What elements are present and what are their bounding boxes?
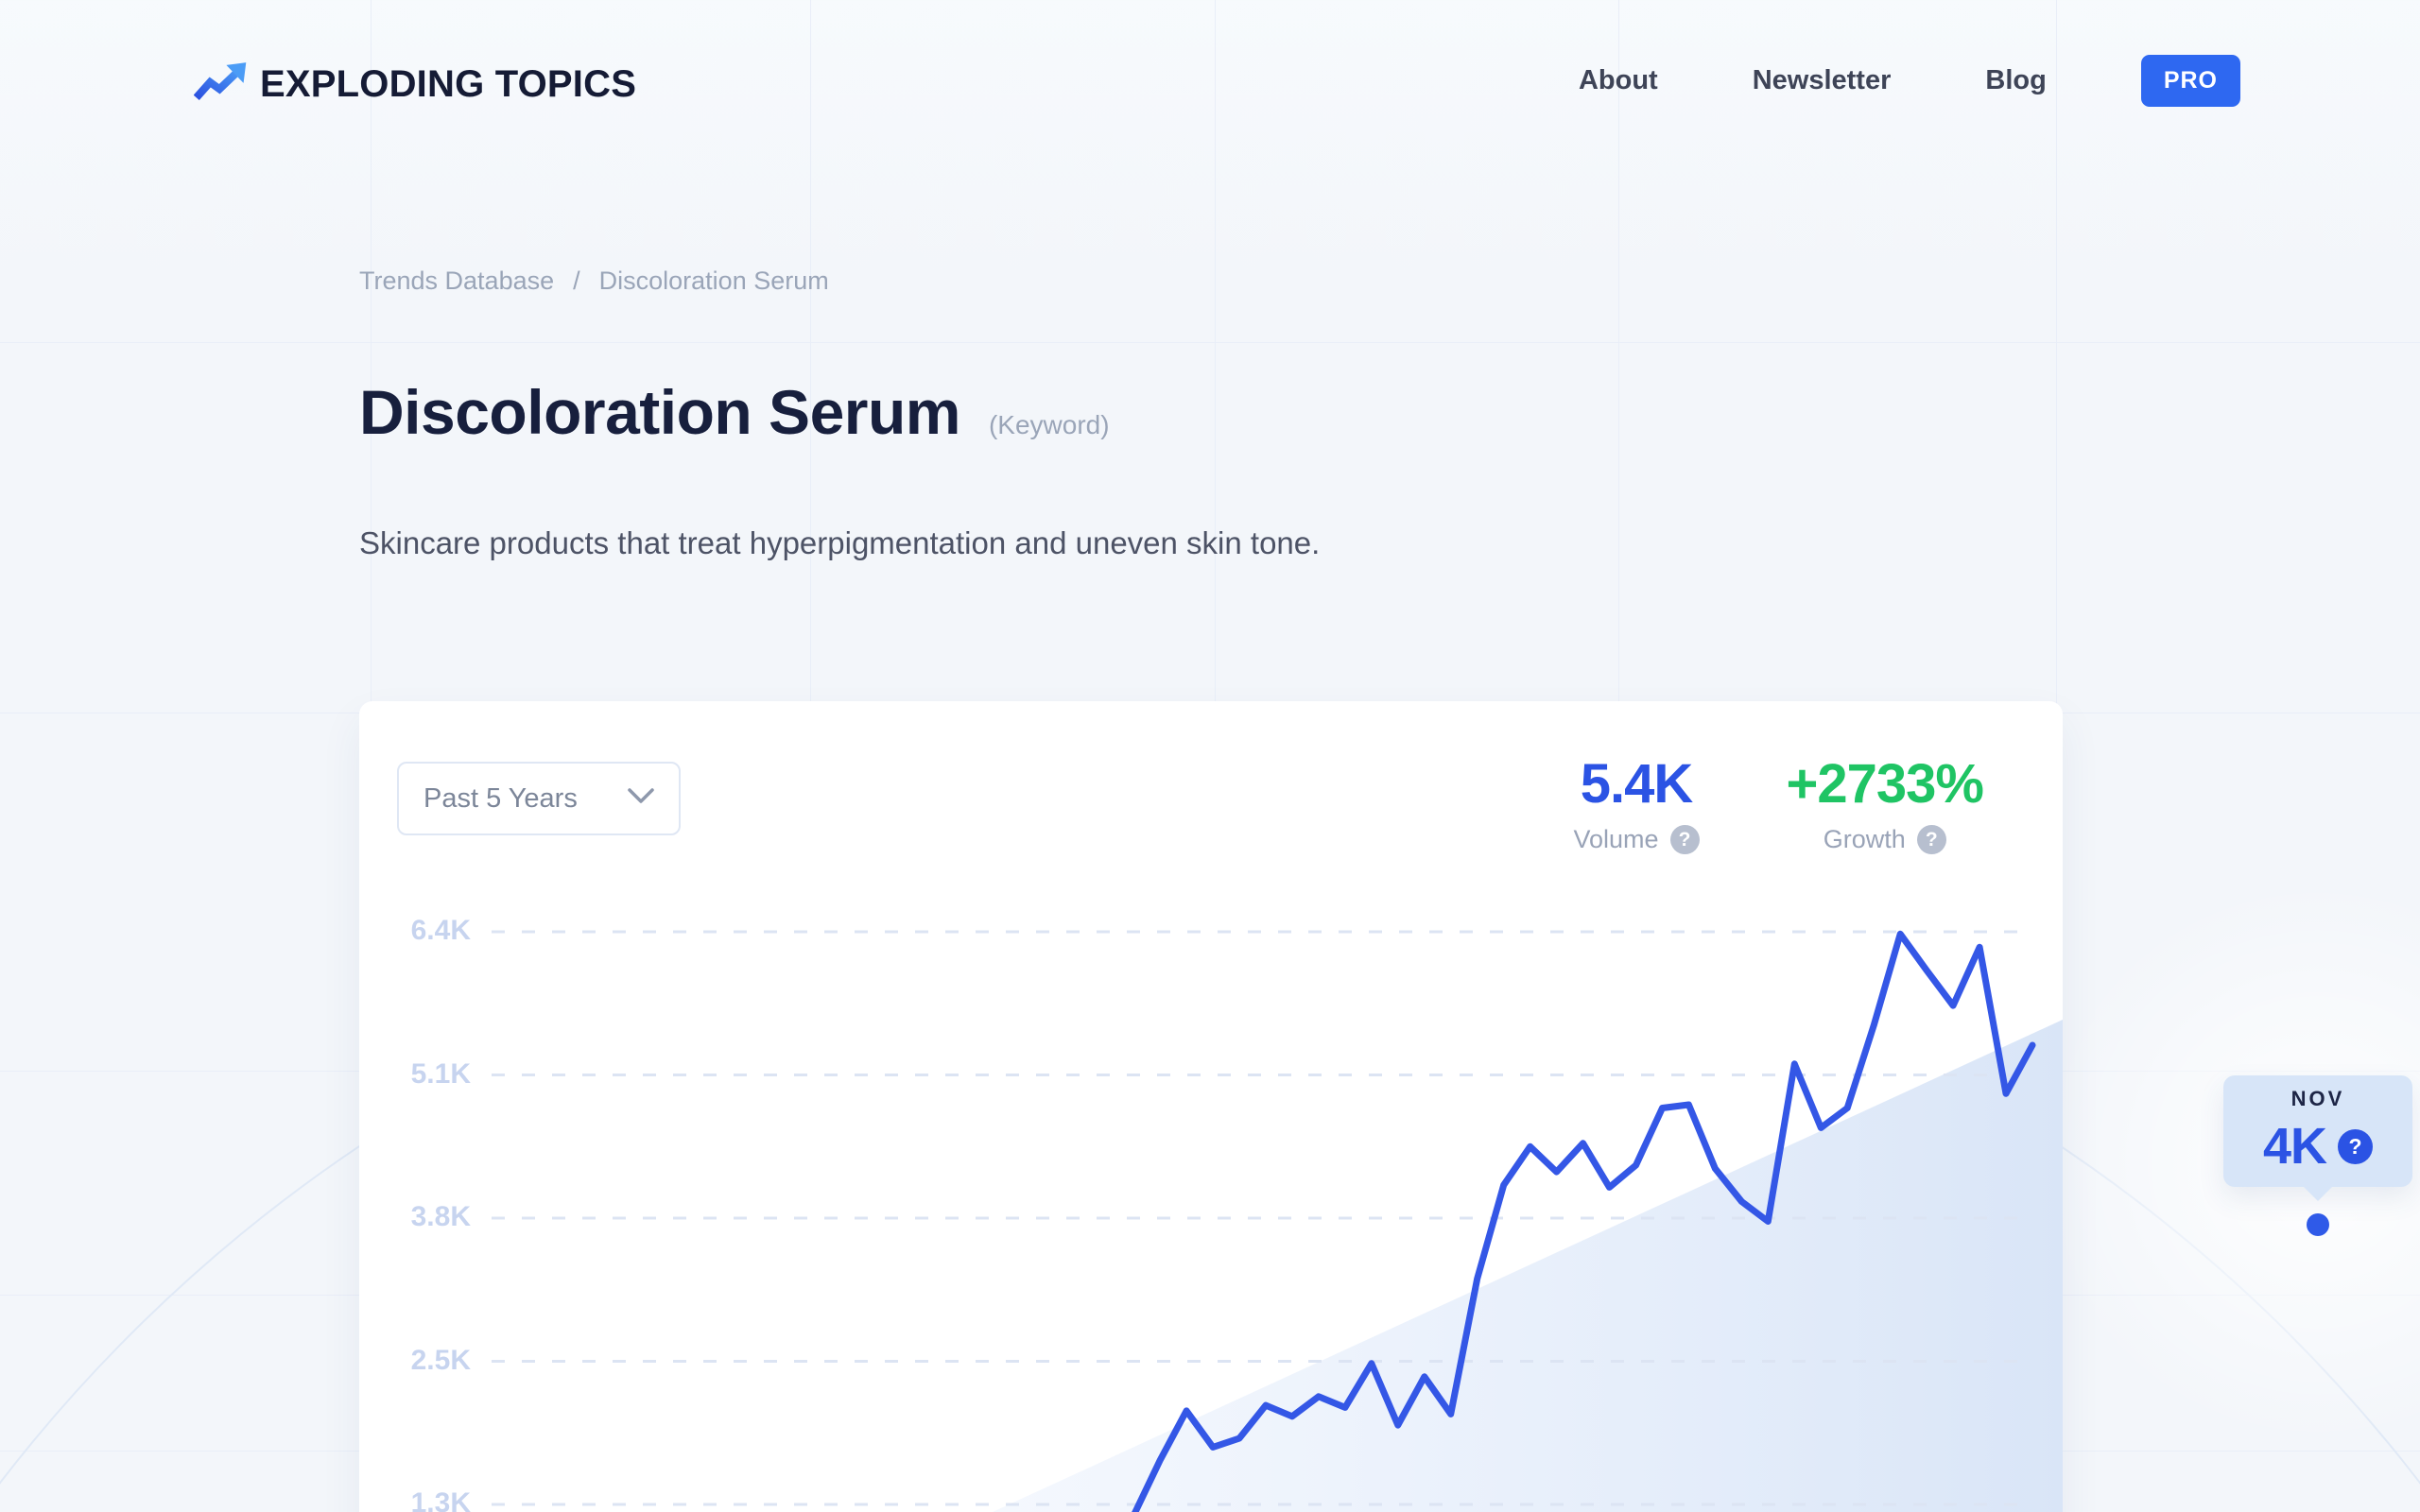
breadcrumb: Trends Database / Discoloration Serum [359,266,829,296]
y-axis-label: 3.8K [410,1201,471,1232]
volume-help-icon[interactable]: ? [1669,825,1700,854]
chart-tooltip: NOV 4K ? [2223,1075,2412,1187]
time-range-select[interactable]: Past 5 Years [397,762,681,835]
nav-link-about[interactable]: About [1578,65,1658,95]
stats: 5.4K Volume ? +2733% Growth ? [1573,752,1984,854]
growth-stat: +2733% Growth ? [1786,752,1984,854]
trend-line [1132,930,2036,1512]
page-title: Discoloration Serum [359,377,960,447]
highlight-dot [2307,1213,2329,1236]
y-axis-label: 6.4K [410,915,471,946]
tooltip-value: 4K [2262,1118,2327,1175]
growth-help-icon[interactable]: ? [1916,825,1946,854]
logo[interactable]: EXPLODING TOPICS [193,59,637,111]
breadcrumb-trends-database[interactable]: Trends Database [359,266,555,295]
growth-label: Growth [1823,825,1906,853]
trending-up-icon [193,59,249,111]
main-nav: About Newsletter Blog PRO [1579,55,2240,107]
tooltip-month: NOV [2290,1087,2345,1110]
y-axis-label: 1.3K [410,1487,471,1512]
trend-card: Past 5 Years 5.4K Volume ? +2733% Growth… [359,701,2063,1512]
background-wedge-decoration [993,1020,2063,1512]
nav-link-newsletter[interactable]: Newsletter [1752,65,1892,95]
growth-value: +2733% [1786,753,1984,815]
logo-text: EXPLODING TOPICS [260,63,637,105]
volume-label: Volume [1573,825,1659,853]
page-title-row: Discoloration Serum (Keyword) [359,376,1110,448]
tooltip-help-icon[interactable]: ? [2338,1128,2374,1164]
nav-link-blog[interactable]: Blog [1985,65,2047,95]
trend-plot[interactable] [473,888,2063,1512]
background-grid-line [0,342,2420,343]
y-axis-label: 5.1K [410,1057,471,1090]
y-axis-label: 2.5K [410,1344,471,1376]
breadcrumb-current-page[interactable]: Discoloration Serum [598,266,829,295]
chevron-down-icon [628,788,654,809]
time-range-value: Past 5 Years [424,782,578,814]
volume-stat: 5.4K Volume ? [1573,752,1700,854]
topic-description: Skincare products that treat hyperpigmen… [359,525,1321,560]
pro-button[interactable]: PRO [2140,55,2240,107]
keyword-type-label: (Keyword) [988,410,1110,439]
breadcrumb-separator: / [573,266,580,295]
header: EXPLODING TOPICS About Newsletter Blog P… [0,0,2420,142]
volume-value: 5.4K [1580,753,1694,815]
